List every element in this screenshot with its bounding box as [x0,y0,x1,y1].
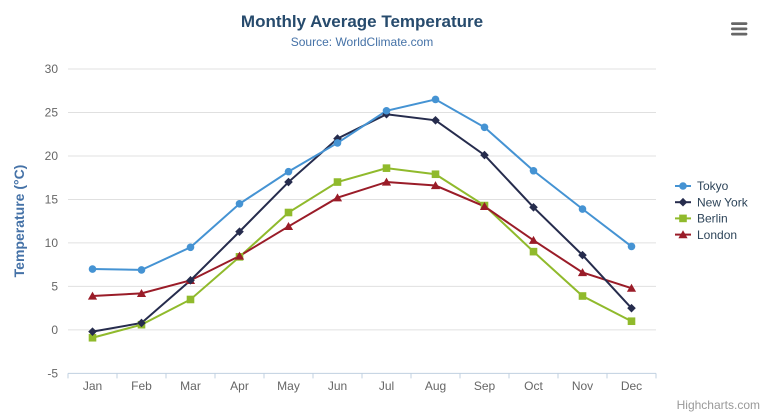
svg-text:30: 30 [45,62,59,76]
svg-text:Source: WorldClimate.com: Source: WorldClimate.com [291,35,434,49]
svg-text:Berlin: Berlin [697,212,728,226]
svg-text:Nov: Nov [572,379,593,393]
svg-text:Jan: Jan [83,379,102,393]
svg-text:Sep: Sep [474,379,496,393]
svg-text:25: 25 [45,106,59,120]
svg-text:Monthly Average Temperature: Monthly Average Temperature [241,12,483,31]
svg-text:Highcharts.com: Highcharts.com [677,398,760,412]
svg-text:Jun: Jun [328,379,347,393]
svg-text:London: London [697,228,737,242]
svg-text:Tokyo: Tokyo [697,179,729,193]
svg-text:Feb: Feb [131,379,152,393]
svg-text:New York: New York [697,195,749,209]
svg-text:20: 20 [45,149,59,163]
svg-text:Mar: Mar [180,379,201,393]
svg-text:Jul: Jul [379,379,394,393]
svg-text:Dec: Dec [621,379,642,393]
svg-text:15: 15 [45,193,59,207]
svg-text:5: 5 [51,279,58,293]
svg-text:-5: -5 [47,366,58,380]
svg-text:Aug: Aug [425,379,446,393]
svg-text:May: May [277,379,300,393]
svg-text:0: 0 [51,323,58,337]
svg-text:Oct: Oct [524,379,543,393]
svg-text:10: 10 [45,236,59,250]
svg-text:Temperature (°C): Temperature (°C) [11,165,27,278]
svg-text:Apr: Apr [230,379,249,393]
